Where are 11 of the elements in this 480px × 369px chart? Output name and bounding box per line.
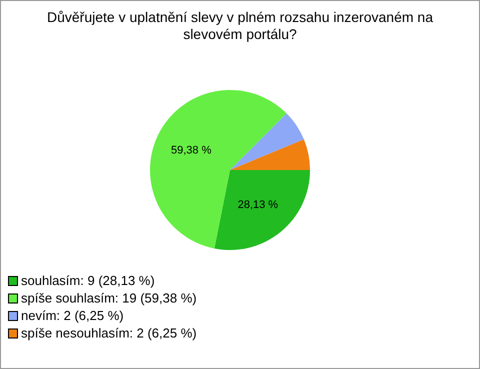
pie-slice <box>230 113 304 170</box>
data-label: 28,13 % <box>238 199 278 212</box>
legend-label: spíše souhlasím: 19 (59,38 %) <box>21 290 197 306</box>
legend-label: spíše nesouhlasím: 2 (6,25 %) <box>21 326 197 340</box>
data-label: 59,38 % <box>171 144 212 156</box>
chart-title: Důvěřujete v uplatnění slevy v plném rozsahu inzerovaném na slevovém portálu? <box>47 9 434 42</box>
pie-slice <box>230 139 310 170</box>
legend-label: souhlasím: 9 (28,13 %) <box>21 273 155 288</box>
legend-label: nevím: 2 (6,25 %) <box>21 308 124 323</box>
pie-slice <box>150 90 287 248</box>
pie-slice <box>214 170 310 250</box>
